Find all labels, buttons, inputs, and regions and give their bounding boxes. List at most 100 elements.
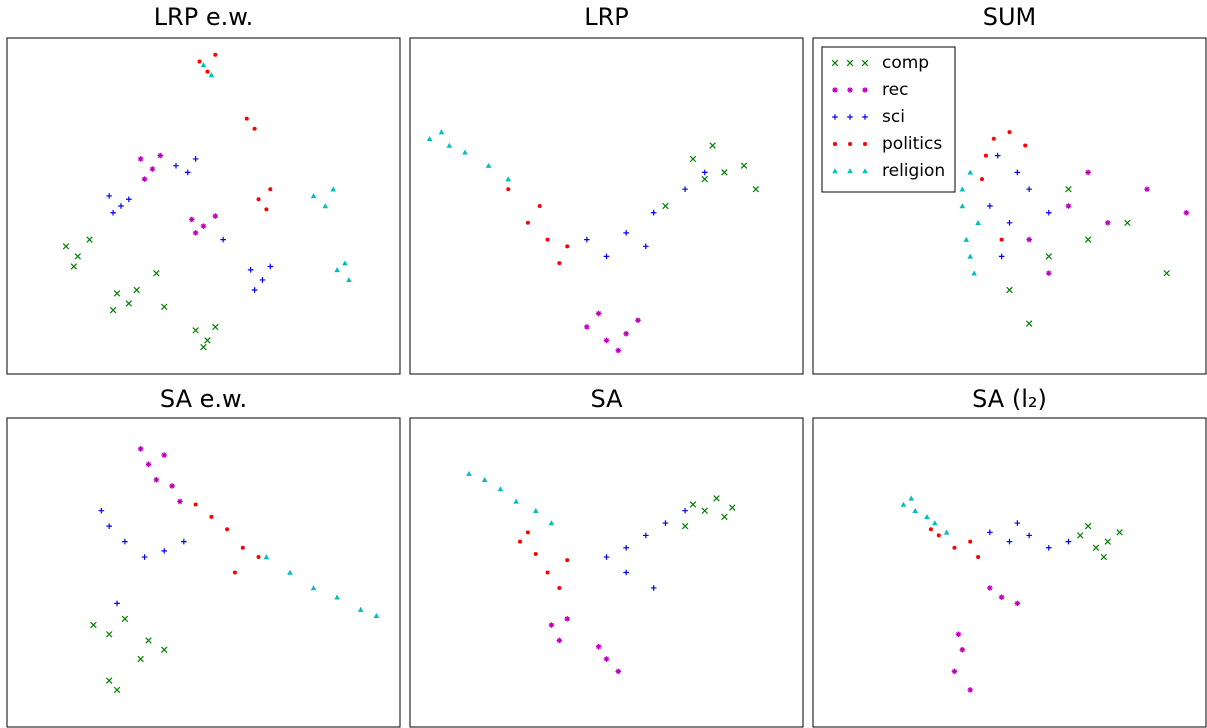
point bbox=[1006, 286, 1013, 294]
point bbox=[310, 585, 317, 591]
plot-frame bbox=[409, 37, 804, 375]
point bbox=[1077, 532, 1084, 539]
point bbox=[900, 501, 907, 507]
point bbox=[1084, 236, 1092, 243]
legend-marker bbox=[847, 114, 853, 120]
point bbox=[963, 236, 970, 242]
legend-label: comp bbox=[882, 53, 929, 73]
point bbox=[287, 569, 293, 575]
point bbox=[322, 203, 329, 209]
point bbox=[200, 223, 207, 229]
point bbox=[999, 237, 1004, 242]
point bbox=[177, 498, 183, 505]
point bbox=[603, 253, 610, 260]
point bbox=[623, 544, 629, 551]
point bbox=[70, 263, 78, 270]
point bbox=[959, 646, 966, 653]
point bbox=[334, 594, 340, 600]
point bbox=[251, 287, 258, 293]
point bbox=[267, 263, 274, 270]
point bbox=[149, 166, 156, 172]
point bbox=[1092, 544, 1100, 552]
point bbox=[1046, 544, 1052, 551]
point bbox=[701, 169, 708, 176]
point bbox=[943, 529, 950, 535]
point bbox=[133, 286, 140, 294]
point bbox=[1046, 209, 1052, 216]
legend-marker bbox=[832, 114, 838, 120]
point bbox=[204, 337, 211, 344]
point bbox=[595, 643, 602, 650]
point bbox=[1026, 186, 1032, 192]
plot-frame bbox=[812, 417, 1207, 728]
point bbox=[635, 317, 641, 324]
point bbox=[268, 187, 273, 192]
point bbox=[603, 337, 610, 344]
point bbox=[557, 261, 562, 266]
point bbox=[192, 156, 199, 162]
legend-box bbox=[821, 46, 956, 193]
point bbox=[192, 327, 199, 334]
point bbox=[208, 72, 215, 78]
point bbox=[357, 606, 364, 612]
point bbox=[951, 668, 958, 675]
point bbox=[1163, 269, 1170, 277]
point bbox=[1014, 600, 1021, 607]
point bbox=[1085, 169, 1091, 176]
point bbox=[908, 495, 915, 501]
point bbox=[137, 446, 144, 452]
point bbox=[98, 507, 105, 514]
point bbox=[1065, 538, 1072, 545]
point bbox=[1006, 538, 1013, 545]
point bbox=[126, 196, 132, 203]
point bbox=[113, 290, 121, 297]
point bbox=[200, 62, 207, 68]
point bbox=[681, 522, 689, 530]
point bbox=[1025, 320, 1033, 327]
point bbox=[438, 129, 445, 135]
point bbox=[976, 555, 981, 560]
point bbox=[689, 155, 697, 163]
panel-title: LRP bbox=[584, 3, 629, 31]
point bbox=[200, 343, 207, 351]
point bbox=[342, 260, 348, 266]
point bbox=[244, 116, 249, 121]
point bbox=[225, 527, 230, 532]
point bbox=[564, 616, 570, 622]
point bbox=[603, 554, 610, 560]
point bbox=[967, 687, 973, 693]
point bbox=[145, 637, 152, 644]
point bbox=[505, 176, 512, 182]
point bbox=[701, 507, 708, 514]
point bbox=[113, 686, 121, 694]
point bbox=[86, 236, 93, 243]
legend-marker bbox=[862, 114, 868, 120]
point bbox=[532, 507, 539, 513]
point bbox=[650, 209, 657, 216]
point bbox=[595, 310, 602, 317]
point bbox=[310, 193, 317, 199]
point bbox=[105, 677, 113, 684]
point bbox=[662, 520, 669, 526]
point bbox=[1104, 220, 1111, 226]
point bbox=[1014, 169, 1021, 176]
point bbox=[153, 269, 160, 277]
point bbox=[125, 300, 133, 307]
legend-label: sci bbox=[882, 107, 905, 127]
point bbox=[110, 209, 116, 216]
point bbox=[959, 203, 966, 209]
legend-marker bbox=[861, 59, 869, 67]
point bbox=[252, 126, 257, 131]
point bbox=[1046, 270, 1052, 276]
point bbox=[264, 207, 269, 212]
point bbox=[1065, 203, 1072, 209]
point bbox=[1116, 529, 1123, 536]
point bbox=[991, 136, 996, 141]
plot-frame bbox=[812, 37, 1207, 375]
legend-marker bbox=[847, 87, 853, 93]
point bbox=[192, 230, 199, 236]
point bbox=[557, 585, 562, 590]
point bbox=[752, 185, 760, 193]
point bbox=[1104, 538, 1111, 545]
